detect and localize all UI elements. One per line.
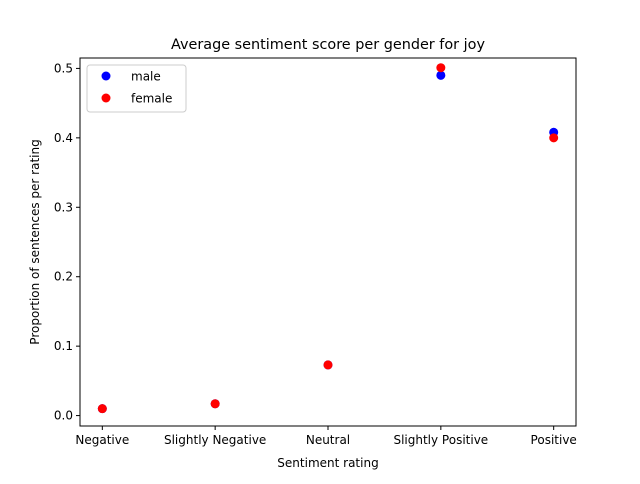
x-tick-label: Neutral bbox=[306, 433, 350, 447]
point-female bbox=[210, 399, 220, 409]
point-female bbox=[549, 133, 559, 143]
legend: male female bbox=[86, 64, 187, 113]
point-female bbox=[436, 63, 446, 73]
y-tick-label: 0.4 bbox=[54, 131, 73, 145]
legend-label-male: male bbox=[131, 70, 161, 84]
y-tick-label: 0.1 bbox=[54, 339, 73, 353]
legend-marker-female bbox=[101, 93, 111, 103]
y-axis-label: Proportion of sentences per rating bbox=[28, 139, 42, 344]
point-female bbox=[97, 404, 107, 414]
point-female bbox=[323, 360, 333, 370]
x-axis-label: Sentiment rating bbox=[277, 456, 378, 470]
y-tick-label: 0.3 bbox=[54, 200, 73, 214]
y-tick-label: 0.5 bbox=[54, 61, 73, 75]
x-tick-label: Negative bbox=[75, 433, 129, 447]
y-axis: 0.0 0.1 0.2 0.3 0.4 0.5 bbox=[54, 61, 80, 423]
x-tick-label: Positive bbox=[531, 433, 577, 447]
x-axis: Negative Slightly Negative Neutral Slightly… bbox=[75, 426, 577, 447]
legend-marker-male bbox=[101, 71, 111, 81]
point-male bbox=[436, 70, 446, 80]
x-tick-label: Slightly Negative bbox=[164, 433, 266, 447]
x-tick-label: Slightly Positive bbox=[393, 433, 488, 447]
legend-label-female: female bbox=[131, 92, 172, 106]
legend-box bbox=[86, 64, 187, 113]
data-points bbox=[97, 63, 559, 414]
plot-area bbox=[79, 57, 577, 427]
y-tick-label: 0.0 bbox=[54, 409, 73, 423]
chart-title: Average sentiment score per gender for j… bbox=[171, 37, 485, 53]
y-tick-label: 0.2 bbox=[54, 270, 73, 284]
